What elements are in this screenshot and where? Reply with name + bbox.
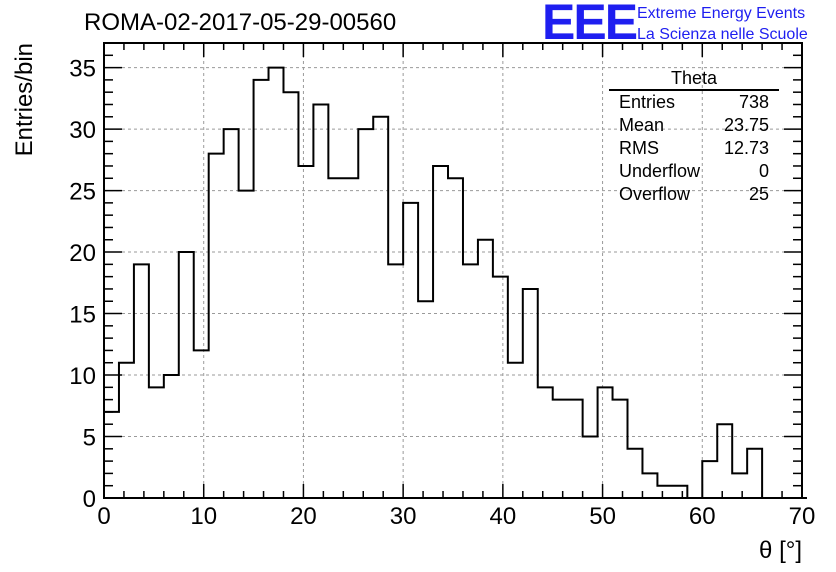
y-tick-label: 15: [69, 302, 96, 329]
stats-row-entries: Entries 738: [609, 91, 779, 114]
tick-labels: 0 10 20 30 40 50 60 70 0 5 10 15 20 25 30 35: [69, 56, 815, 530]
histogram-bin: [672, 486, 687, 498]
histogram-bin: [328, 178, 343, 498]
y-tick-label: 10: [69, 363, 96, 390]
stats-label: Underflow: [619, 161, 701, 181]
y-tick-label: 30: [69, 117, 96, 144]
histogram-bin: [568, 400, 583, 498]
histogram-bin: [418, 301, 433, 498]
logo-line-2: La Scienza nelle Scuole: [637, 26, 808, 43]
y-axis-label: Entries/bin: [11, 43, 38, 156]
histogram-bin: [628, 449, 643, 498]
stats-label: RMS: [619, 138, 659, 158]
stats-label: Entries: [619, 92, 676, 112]
histogram-bin: [732, 473, 747, 498]
histogram-bin: [194, 350, 209, 498]
histogram-bin: [523, 289, 538, 498]
histogram-bin: [583, 437, 598, 498]
logo-line-1: Extreme Energy Events: [637, 5, 806, 22]
stats-value: 0: [758, 161, 769, 181]
stats-value: 738: [738, 92, 769, 112]
stats-value: 25: [748, 184, 769, 204]
x-axis-label: θ [°]: [759, 537, 802, 564]
stats-value: 12.73: [723, 138, 769, 158]
histogram-bin: [209, 154, 224, 498]
histogram-bin: [598, 387, 613, 498]
stats-label: Mean: [619, 115, 665, 135]
histogram-bin: [119, 363, 134, 498]
histogram-bin: [553, 400, 568, 498]
histogram-bin: [717, 424, 732, 498]
stats-value: 23.75: [723, 115, 769, 135]
histogram-bin: [478, 240, 493, 498]
histogram-bin: [149, 387, 164, 498]
histogram-bin: [657, 486, 672, 498]
histogram-bin: [642, 473, 657, 498]
x-tick-label: 10: [190, 503, 217, 530]
stats-row-underflow: Underflow 0: [609, 160, 779, 183]
histogram-outline: [104, 66, 807, 499]
y-tick-label: 25: [69, 179, 96, 206]
x-tick-label: 0: [97, 503, 110, 530]
histogram-bin: [613, 400, 628, 498]
eee-logo: EEE: [542, 0, 638, 50]
histogram-bin: [702, 461, 717, 498]
histogram-bin: [134, 264, 149, 498]
histogram-bin: [283, 92, 298, 498]
x-tick-label: 60: [689, 503, 716, 530]
histogram-bin: [463, 264, 478, 498]
histogram-bin: [239, 191, 254, 498]
stats-title: Theta: [609, 67, 779, 91]
histogram-bin: [538, 387, 553, 498]
stats-row-overflow: Overflow 25: [609, 183, 779, 206]
stats-box: Theta Entries 738 Mean 23.75 RMS 12.73 Underfl…: [609, 67, 779, 206]
histogram-bin: [448, 178, 463, 498]
stats-label: Overflow: [619, 184, 691, 204]
axis-ticks: [103, 42, 803, 499]
histogram-bin: [269, 68, 284, 498]
histogram-bin: [179, 252, 194, 498]
histogram-bin: [313, 104, 328, 498]
y-tick-label: 0: [83, 486, 96, 513]
y-tick-label: 20: [69, 240, 96, 267]
histogram-line: [104, 66, 807, 499]
y-tick-label: 35: [69, 56, 96, 83]
x-tick-label: 70: [789, 503, 816, 530]
plot-frame: [103, 42, 803, 499]
histogram-bin: [298, 166, 313, 498]
logo-caption: Extreme Energy Events La Scienza nelle S…: [637, 3, 808, 45]
histogram-bin: [388, 264, 403, 498]
histogram-bin: [254, 80, 269, 498]
histogram-bin: [747, 449, 762, 498]
grid-lines: [104, 43, 802, 498]
x-tick-label: 50: [589, 503, 616, 530]
stats-row-mean: Mean 23.75: [609, 114, 779, 137]
stats-row-rms: RMS 12.73: [609, 137, 779, 160]
histogram-bin: [508, 363, 523, 498]
histogram-bin: [403, 203, 418, 498]
y-tick-label: 5: [83, 425, 96, 452]
histogram-bin: [493, 277, 508, 498]
histogram-bin: [373, 117, 388, 498]
x-tick-label: 20: [290, 503, 317, 530]
histogram-bin: [343, 178, 358, 498]
x-tick-label: 40: [490, 503, 517, 530]
x-tick-label: 30: [390, 503, 417, 530]
histogram-bin: [433, 166, 448, 498]
chart-title: ROMA-02-2017-05-29-00560: [84, 9, 397, 36]
